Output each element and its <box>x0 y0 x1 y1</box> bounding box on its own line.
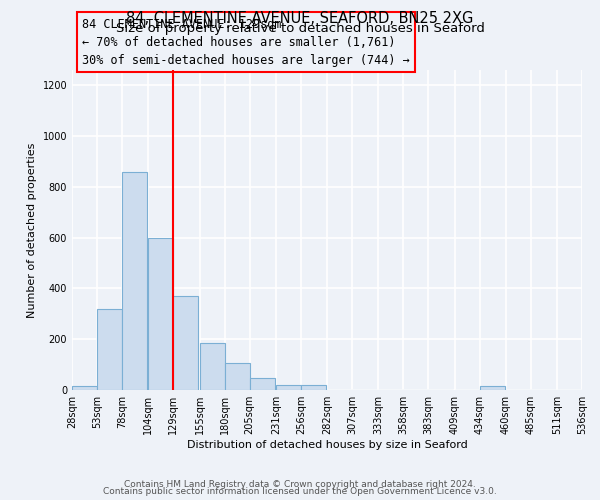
Y-axis label: Number of detached properties: Number of detached properties <box>27 142 37 318</box>
Bar <box>199 343 224 390</box>
Bar <box>148 238 173 390</box>
X-axis label: Distribution of detached houses by size in Seaford: Distribution of detached houses by size … <box>187 440 467 450</box>
Text: 84, CLEMENTINE AVENUE, SEAFORD, BN25 2XG: 84, CLEMENTINE AVENUE, SEAFORD, BN25 2XG <box>127 11 473 26</box>
Bar <box>301 385 326 390</box>
Bar <box>479 386 505 390</box>
Bar <box>250 378 275 390</box>
Text: Contains HM Land Registry data © Crown copyright and database right 2024.: Contains HM Land Registry data © Crown c… <box>124 480 476 489</box>
Bar <box>97 308 122 390</box>
Bar <box>122 172 147 390</box>
Text: Size of property relative to detached houses in Seaford: Size of property relative to detached ho… <box>116 22 484 35</box>
Text: 84 CLEMENTINE AVENUE: 129sqm
← 70% of detached houses are smaller (1,761)
30% of: 84 CLEMENTINE AVENUE: 129sqm ← 70% of de… <box>82 18 410 67</box>
Text: Contains public sector information licensed under the Open Government Licence v3: Contains public sector information licen… <box>103 487 497 496</box>
Bar <box>72 386 97 390</box>
Bar <box>224 364 250 390</box>
Bar <box>173 296 199 390</box>
Bar <box>276 385 301 390</box>
